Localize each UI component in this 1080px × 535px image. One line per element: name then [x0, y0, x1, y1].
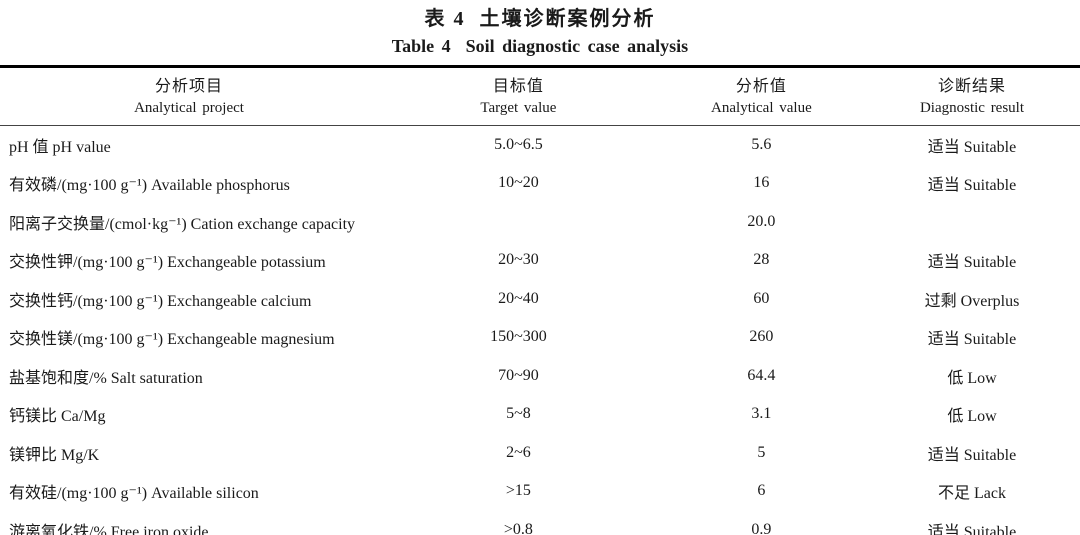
- table-row: 交换性钙/(mg·100 g⁻¹) Exchangeable calcium 2…: [0, 280, 1080, 319]
- cell-analytical-value: 0.9: [751, 520, 772, 535]
- header-label-en: Target value: [480, 100, 557, 117]
- cell-diagnostic-result: 适当 Suitable: [927, 138, 1017, 156]
- cell-analytical-value: 60: [753, 289, 770, 307]
- cell-diagnostic-result: [864, 203, 1080, 242]
- cell-diagnostic-result: 低 Low: [947, 408, 997, 426]
- cell-analytical-project: 阳离子交换量/(cmol·kg⁻¹) Cation exchange capac…: [9, 215, 356, 233]
- cell-analytical-project: 有效硅/(mg·100 g⁻¹) Available silicon: [9, 485, 259, 503]
- column-header-target-value: 目标值 Target value: [378, 67, 659, 125]
- cell-analytical-value: 5: [757, 443, 766, 461]
- header-label-en: Analytical value: [711, 100, 812, 117]
- cell-diagnostic-result: 适当 Suitable: [927, 254, 1017, 272]
- cell-analytical-project: pH 值 pH value: [9, 138, 111, 156]
- header-label-cn: 诊断结果: [937, 78, 1006, 96]
- table-row: 游离氧化铁/% Free iron oxide >0.8 0.9 适当 Suit…: [0, 511, 1080, 535]
- cell-target-value: 5.0~6.5: [494, 135, 543, 153]
- column-header-analytical-value: 分析值 Analytical value: [659, 67, 864, 125]
- table-row: 有效磷/(mg·100 g⁻¹) Available phosphorus 10…: [0, 164, 1080, 203]
- table-row: pH 值 pH value 5.0~6.5 5.6 适当 Suitable: [0, 125, 1080, 164]
- table-title-chinese: 表 4 土壤诊断案例分析: [424, 8, 656, 30]
- cell-analytical-value: 3.1: [751, 405, 772, 423]
- table-row: 交换性钾/(mg·100 g⁻¹) Exchangeable potassium…: [0, 241, 1080, 280]
- table-row: 阳离子交换量/(cmol·kg⁻¹) Cation exchange capac…: [0, 203, 1080, 242]
- cell-target-value: 70~90: [498, 366, 539, 384]
- table-row: 镁钾比 Mg/K 2~6 5 适当 Suitable: [0, 434, 1080, 473]
- soil-diagnostic-table: 分析项目 Analytical project 目标值 Target value…: [0, 65, 1080, 535]
- cell-diagnostic-result: 适当 Suitable: [927, 446, 1017, 464]
- cell-analytical-project: 交换性钙/(mg·100 g⁻¹) Exchangeable calcium: [9, 292, 312, 310]
- table-body: pH 值 pH value 5.0~6.5 5.6 适当 Suitable 有效…: [0, 125, 1080, 535]
- header-label-en: Analytical project: [134, 100, 244, 117]
- cell-analytical-project: 镁钾比 Mg/K: [9, 446, 100, 464]
- table-row: 交换性镁/(mg·100 g⁻¹) Exchangeable magnesium…: [0, 318, 1080, 357]
- cell-target-value: 10~20: [498, 174, 539, 192]
- cell-analytical-value: 6: [757, 482, 766, 500]
- cell-analytical-value: 16: [753, 174, 770, 192]
- column-header-diagnostic-result: 诊断结果 Diagnostic result: [864, 67, 1080, 125]
- cell-target-value: 150~300: [490, 328, 547, 346]
- cell-diagnostic-result: 适当 Suitable: [927, 523, 1017, 535]
- table-row: 钙镁比 Ca/Mg 5~8 3.1 低 Low: [0, 395, 1080, 434]
- header-label-cn: 分析项目: [154, 78, 223, 96]
- table-row: 有效硅/(mg·100 g⁻¹) Available silicon >15 6…: [0, 472, 1080, 511]
- cell-diagnostic-result: 适当 Suitable: [927, 331, 1017, 349]
- cell-analytical-value: 260: [749, 328, 774, 346]
- cell-analytical-value: 5.6: [751, 135, 772, 153]
- cell-target-value: 20~30: [498, 251, 539, 269]
- cell-analytical-project: 钙镁比 Ca/Mg: [9, 408, 106, 426]
- cell-target-value: 5~8: [506, 405, 531, 423]
- header-label-cn: 分析值: [735, 78, 787, 96]
- cell-analytical-value: 64.4: [747, 366, 776, 384]
- cell-analytical-project: 交换性镁/(mg·100 g⁻¹) Exchangeable magnesium: [9, 331, 335, 349]
- cell-target-value: >0.8: [503, 520, 533, 535]
- cell-target-value: 20~40: [498, 289, 539, 307]
- cell-target-value: >15: [505, 482, 531, 500]
- cell-analytical-project: 交换性钾/(mg·100 g⁻¹) Exchangeable potassium: [9, 254, 326, 272]
- cell-analytical-value: 20.0: [747, 212, 776, 230]
- table-title-english: Table 4 Soil diagnostic case analysis: [391, 36, 689, 56]
- header-label-en: Diagnostic result: [919, 100, 1025, 117]
- cell-analytical-project: 有效磷/(mg·100 g⁻¹) Available phosphorus: [9, 177, 290, 195]
- column-header-analytical-project: 分析项目 Analytical project: [0, 67, 378, 125]
- table-row: 盐基饱和度/% Salt saturation 70~90 64.4 低 Low: [0, 357, 1080, 396]
- table-header-row: 分析项目 Analytical project 目标值 Target value…: [0, 67, 1080, 126]
- cell-analytical-value: 28: [753, 251, 770, 269]
- cell-diagnostic-result: 不足 Lack: [938, 485, 1006, 503]
- cell-diagnostic-result: 低 Low: [947, 369, 997, 387]
- cell-target-value: [378, 203, 659, 242]
- cell-analytical-project: 盐基饱和度/% Salt saturation: [9, 369, 203, 387]
- cell-analytical-project: 游离氧化铁/% Free iron oxide: [9, 523, 209, 535]
- header-label-cn: 目标值: [492, 78, 544, 96]
- cell-diagnostic-result: 过剩 Overplus: [924, 292, 1020, 310]
- cell-diagnostic-result: 适当 Suitable: [927, 177, 1017, 195]
- cell-target-value: 2~6: [506, 443, 531, 461]
